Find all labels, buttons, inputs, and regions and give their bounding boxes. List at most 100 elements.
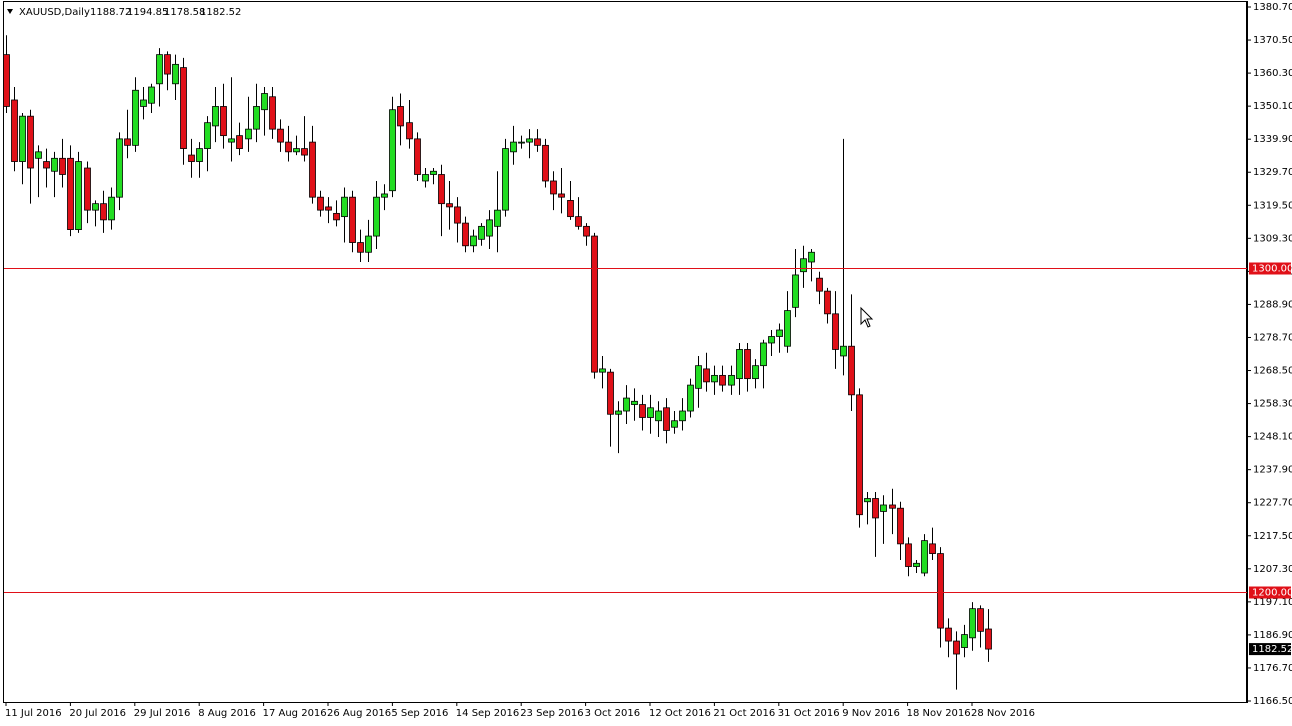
y-tick-label: 1309.30 — [1253, 233, 1292, 244]
candle-body — [67, 157, 74, 230]
candle-body — [736, 349, 743, 380]
y-tick-label: 1288.90 — [1253, 299, 1292, 310]
candle-body — [373, 196, 380, 237]
candle-body — [824, 290, 831, 315]
x-tick-label: 21 Oct 2016 — [713, 708, 775, 719]
last-price-label: 1182.52 — [1252, 644, 1292, 655]
candle-body — [84, 167, 91, 211]
candle-body — [293, 148, 300, 153]
candle-body — [357, 242, 364, 253]
candle-body — [470, 235, 477, 247]
candle-body — [414, 138, 421, 175]
y-tick-label: 1237.90 — [1253, 465, 1292, 476]
y-tick-label: 1166.50 — [1253, 696, 1292, 707]
candle-body — [808, 251, 815, 263]
candle-body — [269, 96, 276, 130]
candle-body — [856, 394, 863, 516]
y-tick-label: 1360.30 — [1253, 68, 1292, 79]
candle-body — [253, 106, 260, 130]
candle-body — [164, 54, 171, 75]
candle-body — [542, 144, 549, 182]
candle-body — [132, 89, 139, 146]
candle-body — [301, 148, 308, 156]
candle-body — [317, 196, 324, 211]
candle-body — [108, 196, 115, 221]
y-tick-label: 1370.50 — [1253, 35, 1292, 46]
candle-body — [945, 627, 952, 642]
candle-body — [406, 122, 413, 140]
candle-body — [43, 161, 50, 169]
y-tick-label: 1268.50 — [1253, 366, 1292, 377]
candle-body — [591, 235, 598, 373]
x-tick-label: 12 Oct 2016 — [649, 708, 711, 719]
candle-body — [848, 345, 855, 396]
candle-body — [59, 157, 66, 175]
candle-body — [752, 365, 759, 380]
candle-body — [639, 404, 646, 418]
candle-body — [929, 543, 936, 554]
candle-body — [478, 225, 485, 240]
candle-body — [695, 365, 702, 389]
y-tick-label: 1339.90 — [1253, 134, 1292, 145]
candle-body — [768, 336, 775, 344]
candle-body — [897, 507, 904, 545]
candle-body — [140, 99, 147, 107]
candle-body — [27, 115, 34, 169]
x-tick-label: 17 Aug 2016 — [263, 708, 327, 719]
x-tick-label: 11 Jul 2016 — [5, 708, 62, 719]
candle-body — [486, 219, 493, 237]
candle-body — [792, 274, 799, 308]
candle-body — [518, 141, 525, 144]
candle-body — [583, 225, 590, 237]
x-tick-label: 31 Oct 2016 — [778, 708, 840, 719]
candle-body — [365, 235, 372, 253]
candle-body — [188, 154, 195, 162]
candle-body — [913, 562, 920, 567]
candle-body — [889, 504, 896, 509]
candle-body — [285, 141, 292, 153]
candle-body — [937, 553, 944, 629]
candle-body — [615, 410, 622, 415]
candle-body — [663, 407, 670, 431]
header-high: 1194.85 — [127, 7, 168, 18]
candle-body — [631, 400, 638, 405]
header-open: 1188.72 — [90, 7, 131, 18]
candle-body — [744, 349, 751, 380]
candle-body — [92, 203, 99, 211]
y-tick-label: 1258.30 — [1253, 399, 1292, 410]
y-tick-label: 1227.70 — [1253, 498, 1292, 509]
candle-body — [236, 135, 243, 149]
candle-body — [11, 99, 18, 162]
y-tick-label: 1197.10 — [1253, 597, 1292, 608]
header-close: 1182.52 — [200, 7, 241, 18]
level-label-box — [1249, 586, 1291, 599]
candle-body — [599, 368, 606, 373]
candle-body — [51, 157, 58, 172]
candle-body — [985, 628, 992, 650]
candle-body — [422, 174, 429, 182]
candle-body — [309, 141, 316, 198]
candle-body — [148, 86, 155, 104]
x-tick-label: 28 Nov 2016 — [971, 708, 1035, 719]
candle-body — [212, 106, 219, 127]
candle-body — [349, 196, 356, 243]
candle-body — [840, 345, 847, 357]
candle-body — [446, 203, 453, 208]
candle-body — [245, 128, 252, 140]
x-tick-label: 14 Sep 2016 — [456, 708, 519, 719]
candle-body — [204, 122, 211, 149]
candle-body — [655, 410, 662, 422]
menu-triangle — [7, 9, 13, 14]
y-tick-label: 1329.70 — [1253, 167, 1292, 178]
candle-body — [719, 374, 726, 386]
y-tick-label: 1278.70 — [1253, 332, 1292, 343]
candle-body — [180, 67, 187, 149]
last-price-box — [1249, 643, 1291, 656]
candle-body — [510, 141, 517, 153]
candle-body — [389, 109, 396, 192]
candle-body — [679, 410, 686, 422]
candle-body — [953, 640, 960, 655]
level-label: 1200.00 — [1252, 588, 1292, 599]
candle-body — [864, 498, 871, 503]
